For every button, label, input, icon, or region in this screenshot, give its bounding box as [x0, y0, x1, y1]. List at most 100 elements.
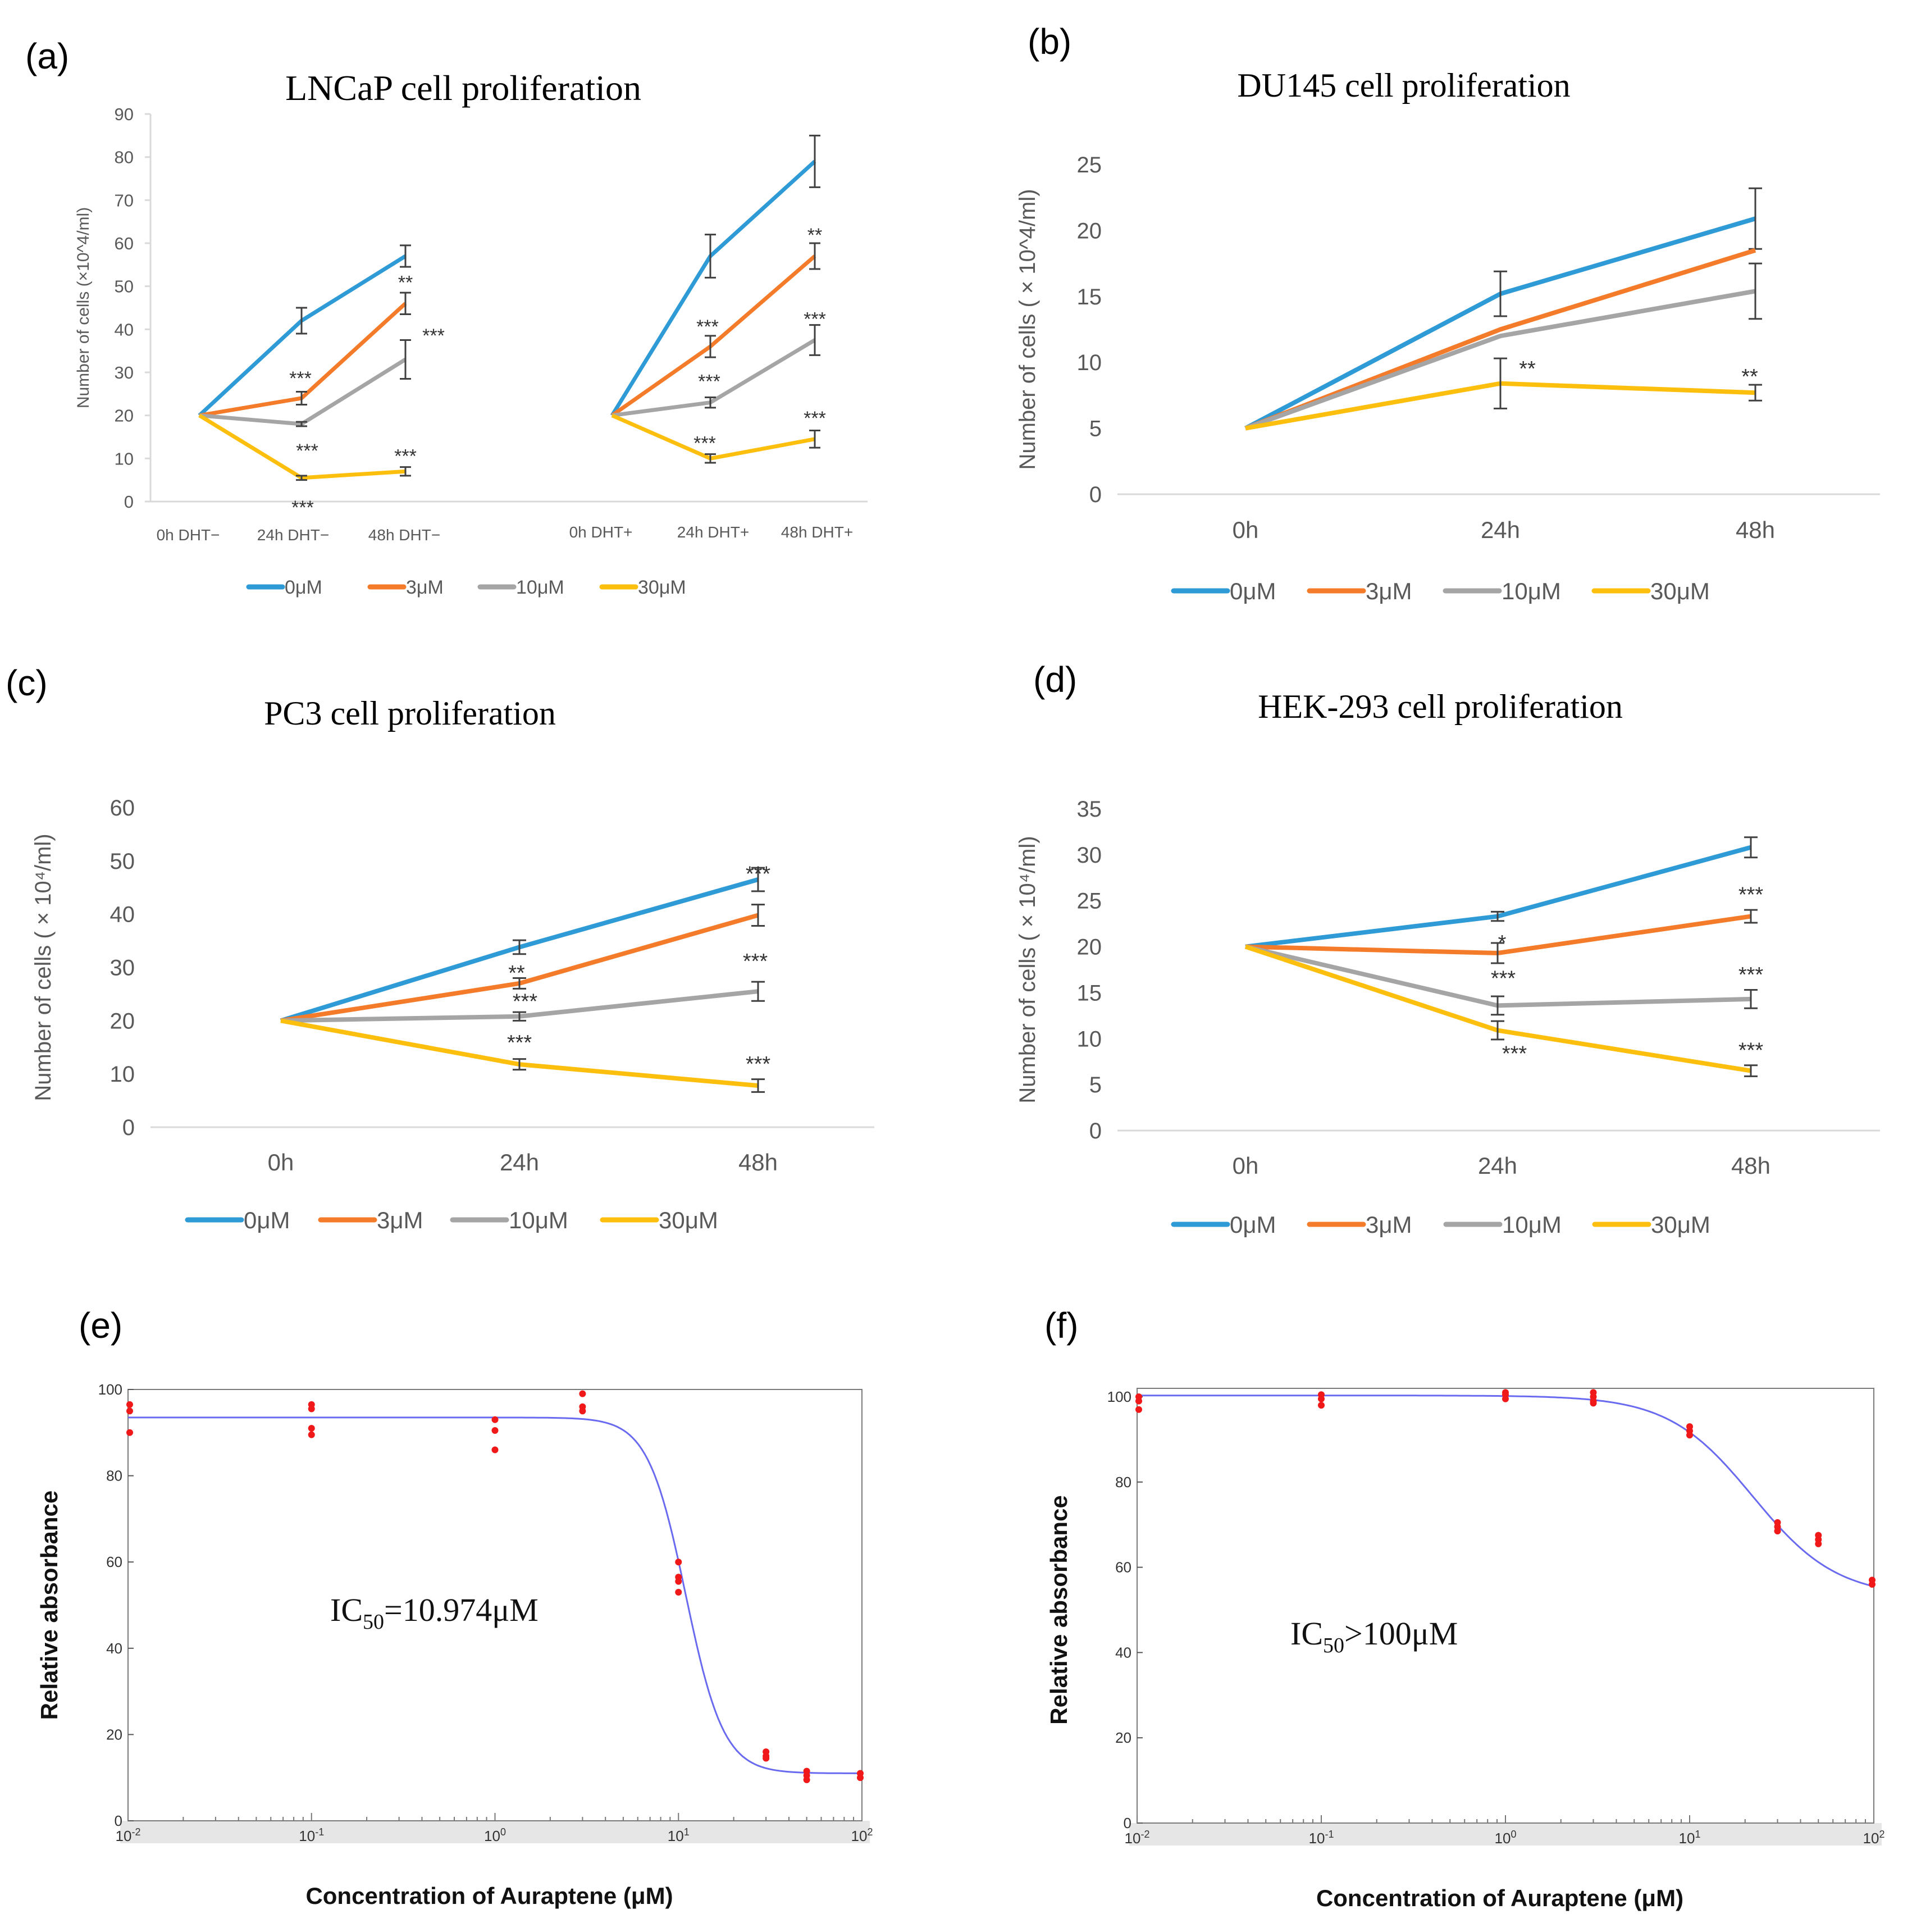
- significance-label: *: [1498, 931, 1507, 955]
- legend-item: 10μM: [1443, 578, 1561, 604]
- x-tick-exponent: 2: [867, 1826, 873, 1838]
- plot-frame: [127, 1389, 863, 1821]
- legend-item: 0μM: [246, 577, 322, 598]
- x-axis-label: Concentration of Auraptene (μM): [1316, 1885, 1683, 1911]
- data-point: [579, 1407, 586, 1415]
- y-axis-label: Number of cells ( × 10⁴/ml): [1015, 836, 1040, 1103]
- y-tick-label: 20: [115, 406, 134, 426]
- y-tick-label: 50: [110, 849, 135, 874]
- significance-label: ***: [1738, 1039, 1764, 1063]
- x-tick-base: 10: [1309, 1830, 1325, 1847]
- x-tick-label: 48h: [1731, 1152, 1770, 1179]
- x-tick-label: 10-2: [1125, 1829, 1150, 1847]
- data-point: [675, 1588, 682, 1596]
- y-tick-label: 0: [1089, 482, 1102, 507]
- legend-item: 10μM: [477, 577, 564, 598]
- chart-title: PC3 cell proliferation: [264, 695, 556, 732]
- data-point: [491, 1416, 499, 1423]
- legend-item: 3μM: [367, 577, 444, 598]
- legend-item: 30μM: [1591, 578, 1710, 604]
- significance-label: ***: [1502, 1042, 1527, 1066]
- y-tick-label: 0: [122, 1115, 135, 1140]
- series-0μM: [280, 867, 765, 1023]
- legend-label: 0μM: [244, 1207, 290, 1233]
- legend-label: 3μM: [1366, 1211, 1412, 1238]
- panel-b: (b) DU145 cell proliferation 0 5 10 15 20 25 Num…: [1015, 21, 1880, 604]
- ic50-value: >100μM: [1344, 1615, 1458, 1652]
- legend: 0μM 3μM 10μM 30μM: [185, 1207, 718, 1233]
- x-tick-base: 10: [1679, 1830, 1695, 1847]
- x-tick-label: 100: [484, 1826, 506, 1844]
- panel-label: (c): [6, 663, 48, 703]
- significance-label: ***: [696, 316, 719, 338]
- legend: 0μM 3μM 10μM 30μM: [1171, 1211, 1710, 1238]
- data-point: [1590, 1400, 1597, 1407]
- x-tick-label: 24h DHT+: [677, 523, 749, 541]
- x-tick-label: 0h: [1233, 517, 1259, 543]
- y-tick-label: 100: [1107, 1388, 1131, 1405]
- axis-band: [1129, 1823, 1882, 1846]
- x-tick-base: 10: [299, 1828, 315, 1844]
- y-tick-label: 15: [1077, 981, 1102, 1005]
- series-10μM: [1244, 262, 1762, 431]
- legend-item: 10μM: [450, 1207, 568, 1233]
- x-tick-label: 48h DHT−: [368, 526, 440, 544]
- legend-label: 10μM: [509, 1207, 568, 1233]
- y-tick-label: 60: [110, 796, 135, 821]
- data-point: [857, 1774, 864, 1781]
- y-tick-label: 35: [1077, 797, 1102, 822]
- data-point: [491, 1427, 499, 1434]
- ic50-annotation: IC50=10.974μM: [330, 1592, 539, 1634]
- data-point: [1318, 1395, 1325, 1402]
- series-0μM: [1245, 836, 1758, 949]
- series-10μM: *** ***: [1245, 944, 1763, 1016]
- data-point: [308, 1425, 315, 1432]
- x-tick-label: 101: [668, 1826, 690, 1844]
- x-tick-label: 48h DHT+: [781, 523, 853, 541]
- legend-label: 30μM: [659, 1207, 718, 1233]
- legend-item: 0μM: [185, 1207, 290, 1233]
- significance-label: ***: [804, 309, 826, 330]
- chart-title: DU145 cell proliferation: [1237, 67, 1570, 104]
- legend-item: 3μM: [1307, 1211, 1412, 1238]
- legend-label: 3μM: [377, 1207, 423, 1233]
- y-axis-label: Relative absorbance: [36, 1491, 62, 1720]
- y-tick-label: 90: [115, 104, 134, 124]
- y-tick-label: 30: [110, 956, 135, 981]
- series-30μM: *** *** *** ***: [198, 408, 826, 518]
- y-tick-label: 20: [1115, 1729, 1131, 1746]
- x-tick-label: 24h: [1478, 1152, 1517, 1179]
- series-3μM: ****: [1245, 883, 1763, 964]
- y-tick-label: 40: [115, 320, 134, 339]
- legend-label: 10μM: [1502, 578, 1561, 604]
- significance-label: **: [398, 272, 413, 293]
- data-point: [803, 1776, 810, 1784]
- legend-label: 3μM: [406, 577, 444, 598]
- y-tick-label: 40: [106, 1640, 122, 1657]
- legend-item: 10μM: [1443, 1211, 1562, 1238]
- significance-label: ***: [289, 368, 312, 389]
- legend-label: 3μM: [1366, 578, 1412, 604]
- data-point: [1135, 1397, 1142, 1405]
- y-axis-label: Number of cells ( × 10^4/ml): [1015, 189, 1040, 470]
- y-tick-label: 0: [1089, 1119, 1102, 1143]
- y-tick-label: 60: [1115, 1559, 1131, 1576]
- series-10μM: *** ***: [280, 950, 768, 1023]
- y-axis-label: Number of cells (×10^4/ml): [74, 207, 93, 408]
- data-point: [126, 1429, 133, 1436]
- legend-label: 30μM: [1651, 1211, 1710, 1238]
- panel-c: (c) PC3 cell proliferation 0 10 20 30 40 50 60 Nu…: [6, 663, 874, 1233]
- x-tick-label: 24h: [1481, 517, 1520, 543]
- y-tick-label: 0: [1124, 1815, 1131, 1831]
- x-tick-label: 24h DHT−: [257, 526, 329, 544]
- y-tick-label: 20: [110, 1009, 135, 1033]
- data-point: [675, 1578, 682, 1585]
- x-tick-exponent: 0: [1511, 1829, 1516, 1840]
- ic50-annotation: IC50>100μM: [1290, 1615, 1458, 1657]
- legend: 0μM 3μM 10μM 30μM: [1171, 578, 1710, 604]
- y-tick-label: 10: [110, 1062, 135, 1087]
- data-point: [1686, 1432, 1693, 1439]
- x-tick-exponent: -2: [1140, 1829, 1149, 1840]
- data-point: [126, 1401, 133, 1408]
- y-tick-label: 5: [1089, 417, 1102, 441]
